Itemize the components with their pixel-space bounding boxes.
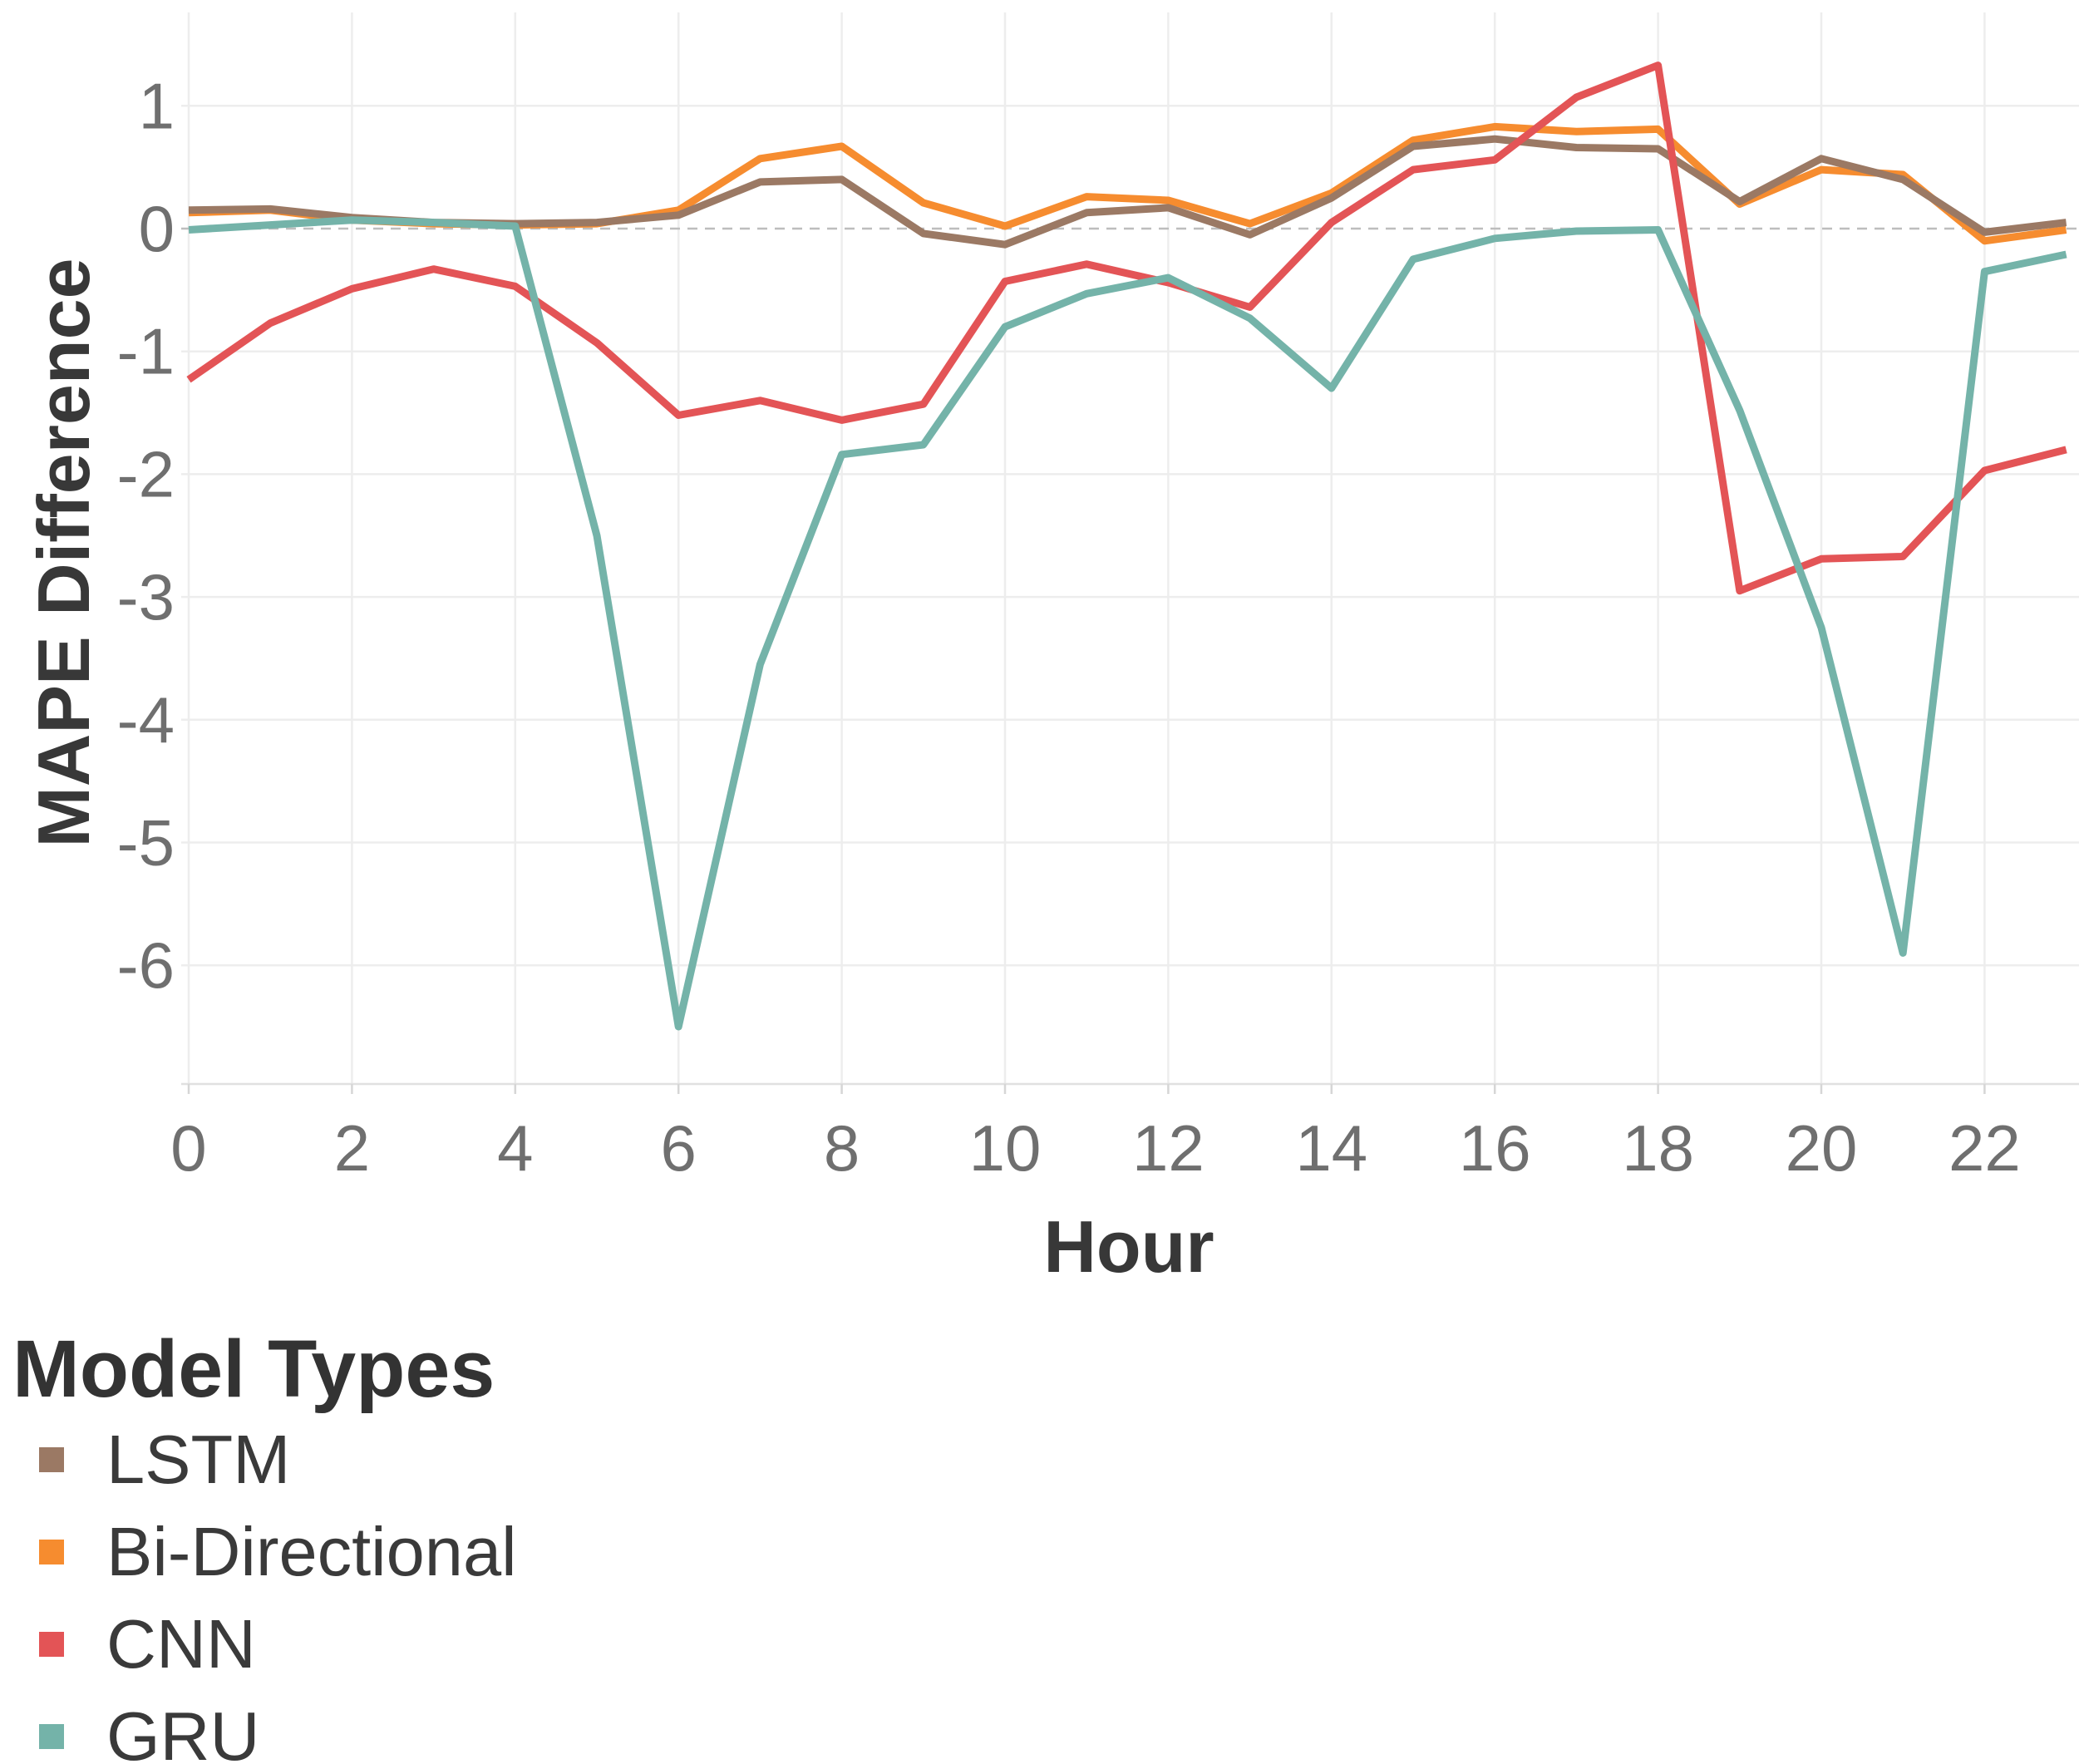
legend-title: Model Types — [12, 1323, 495, 1414]
y-tick-label: 0 — [139, 192, 175, 265]
legend-item-label: Bi-Directional — [106, 1513, 517, 1591]
legend-swatch-icon — [39, 1632, 64, 1658]
x-axis-title: Hour — [1043, 1205, 1214, 1288]
x-tick-label: 18 — [1622, 1111, 1694, 1185]
y-axis-title: MAPE Difference — [22, 258, 105, 848]
legend-item-label: LSTM — [106, 1421, 291, 1499]
legend-item-GRU: GRU — [0, 1691, 748, 1764]
x-tick-label: 4 — [497, 1111, 533, 1185]
legend: Model Types LSTM Bi-Directional CNN GRU — [0, 1323, 748, 1764]
series-line-CNN — [186, 62, 2067, 595]
x-tick-label: 16 — [1459, 1111, 1531, 1185]
y-tick-label: -4 — [117, 683, 175, 756]
x-tick-label: 22 — [1948, 1111, 2021, 1185]
legend-item-Bi-Directional: Bi-Directional — [0, 1506, 748, 1599]
legend-item-label: GRU — [106, 1697, 260, 1764]
series-line-GRU — [188, 216, 2067, 1031]
x-tick-label: 0 — [170, 1111, 206, 1185]
x-tick-label: 10 — [969, 1111, 1042, 1185]
y-tick-label: -5 — [117, 806, 175, 880]
x-tick-label: 14 — [1295, 1111, 1367, 1185]
legend-item-label: CNN — [106, 1605, 256, 1683]
legend-item-LSTM: LSTM — [0, 1414, 748, 1506]
x-tick-label: 8 — [824, 1111, 860, 1185]
x-tick-label: 2 — [334, 1111, 370, 1185]
legend-swatch-icon — [39, 1724, 64, 1750]
x-tick-label: 6 — [661, 1111, 697, 1185]
y-tick-label: 1 — [139, 69, 175, 142]
y-tick-label: -1 — [117, 315, 175, 388]
legend-items: LSTM Bi-Directional CNN GRU — [0, 1414, 748, 1764]
x-tick-label: 12 — [1132, 1111, 1205, 1185]
y-tick-label: -6 — [117, 929, 175, 1002]
legend-swatch-icon — [39, 1447, 64, 1473]
x-tick-label: 20 — [1786, 1111, 1858, 1185]
legend-item-CNN: CNN — [0, 1599, 748, 1691]
y-tick-label: -3 — [117, 560, 175, 633]
legend-swatch-icon — [39, 1540, 64, 1565]
y-tick-label: -2 — [117, 437, 175, 510]
